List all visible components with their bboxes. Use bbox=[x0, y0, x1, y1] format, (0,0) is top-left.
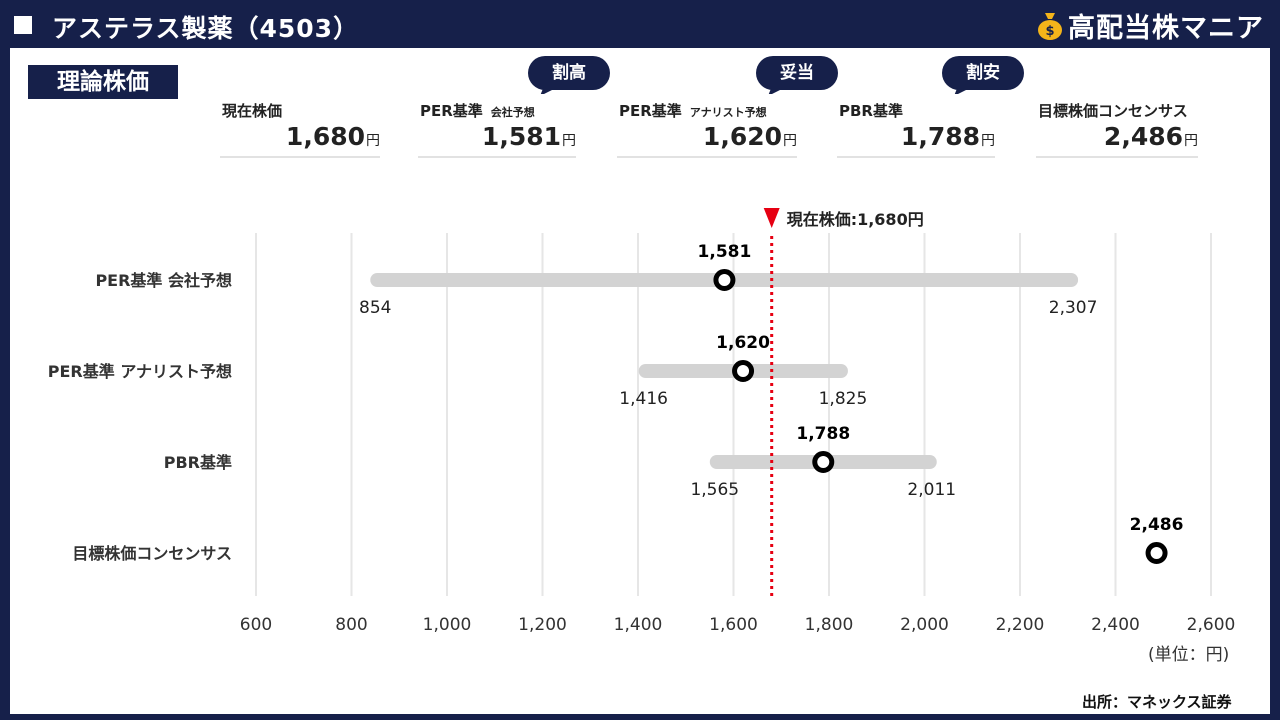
category-label: PER基準 アナリスト予想 bbox=[48, 362, 232, 381]
metric-value: 1,620 bbox=[702, 122, 782, 151]
badge-label: 妥当 bbox=[780, 63, 814, 83]
metric-unit: 円 bbox=[562, 133, 576, 149]
metric-target-consensus: 目標株価コンセンサス 2,486円 bbox=[1036, 100, 1198, 158]
x-tick-label: 2,400 bbox=[1091, 615, 1140, 635]
metric-value: 2,486 bbox=[1103, 122, 1183, 151]
header-square-icon bbox=[14, 16, 32, 34]
metric-label: PER基準 bbox=[420, 102, 483, 120]
x-tick-label: 1,000 bbox=[423, 615, 472, 635]
point-marker bbox=[732, 360, 755, 382]
valuation-range-chart: 600 800 1,000 1,200 1,400 1,600 1,800 2,000 2,20… bbox=[48, 208, 1236, 635]
category-label: PER基準 会社予想 bbox=[95, 271, 232, 290]
x-tick-label: 1,600 bbox=[709, 615, 758, 635]
x-tick-label: 2,000 bbox=[900, 615, 949, 635]
range-low-label: 854 bbox=[359, 298, 391, 318]
metric-current-price: 現在株価 1,680円 bbox=[220, 100, 380, 158]
metric-per-company: PER基準 会社予想 1,581円 bbox=[418, 100, 576, 158]
badge-fair: 妥当 bbox=[756, 56, 838, 96]
x-tick-label: 2,200 bbox=[996, 615, 1045, 635]
metric-unit: 円 bbox=[1184, 133, 1198, 149]
point-marker bbox=[713, 269, 736, 291]
x-tick-label: 1,800 bbox=[805, 615, 854, 635]
metric-pbr: PBR基準 1,788円 bbox=[837, 100, 995, 158]
x-tick-label: 2,600 bbox=[1187, 615, 1236, 635]
range-low-label: 1,565 bbox=[690, 480, 739, 500]
metric-unit: 円 bbox=[783, 133, 797, 149]
source-label: 出所：マネックス証券 bbox=[1082, 693, 1232, 711]
point-marker bbox=[1145, 542, 1168, 564]
page-title: アステラス製薬（4503） bbox=[52, 14, 360, 43]
badge-label: 割安 bbox=[966, 63, 1000, 83]
metric-label: 現在株価 bbox=[222, 102, 283, 120]
brand-logo: $ 高配当株マニア bbox=[1036, 8, 1264, 44]
x-tick-label: 1,200 bbox=[518, 615, 567, 635]
metric-value: 1,788 bbox=[900, 122, 980, 151]
range-high-label: 1,825 bbox=[819, 389, 868, 409]
point-value-label: 1,581 bbox=[698, 242, 752, 262]
badge-label: 割高 bbox=[552, 63, 586, 83]
section-label: 理論株価 bbox=[28, 65, 178, 99]
point-value-label: 2,486 bbox=[1130, 515, 1184, 535]
x-tick-label: 1,400 bbox=[614, 615, 663, 635]
current-price-label: 現在株価:1,680円 bbox=[787, 210, 924, 229]
metric-unit: 円 bbox=[981, 133, 995, 149]
category-label: 目標株価コンセンサス bbox=[72, 544, 232, 563]
header-bar: アステラス製薬（4503） $ 高配当株マニア bbox=[0, 0, 1280, 48]
range-high-label: 2,307 bbox=[1049, 298, 1098, 318]
range-high-label: 2,011 bbox=[907, 480, 956, 500]
metric-label: 目標株価コンセンサス bbox=[1038, 102, 1188, 120]
current-price-marker-icon bbox=[763, 208, 780, 228]
unit-label: (単位：円) bbox=[1148, 645, 1230, 665]
money-bag-icon: $ bbox=[1036, 10, 1064, 40]
metric-sublabel: アナリスト予想 bbox=[689, 106, 767, 119]
metric-value: 1,680 bbox=[285, 122, 365, 151]
range-low-label: 1,416 bbox=[619, 389, 668, 409]
x-tick-label: 800 bbox=[335, 615, 367, 635]
x-tick-label: 600 bbox=[240, 615, 272, 635]
point-marker bbox=[812, 451, 835, 473]
point-value-label: 1,788 bbox=[796, 424, 850, 444]
point-value-label: 1,620 bbox=[716, 333, 770, 353]
badge-undervalued: 割安 bbox=[942, 56, 1024, 96]
metric-sublabel: 会社予想 bbox=[490, 106, 535, 119]
brand-name: 高配当株マニア bbox=[1068, 12, 1264, 44]
svg-text:$: $ bbox=[1045, 24, 1054, 39]
metric-per-analyst: PER基準 アナリスト予想 1,620円 bbox=[617, 100, 797, 158]
metric-unit: 円 bbox=[366, 133, 380, 149]
metric-label: PBR基準 bbox=[839, 102, 903, 120]
badge-overvalued: 割高 bbox=[528, 56, 610, 96]
category-label: PBR基準 bbox=[164, 453, 232, 472]
metric-value: 1,581 bbox=[481, 122, 561, 151]
metric-label: PER基準 bbox=[619, 102, 682, 120]
content-panel: 理論株価 現在株価 1,680円 割高 PER基準 会社予想 1,581円 妥当 … bbox=[10, 48, 1270, 714]
